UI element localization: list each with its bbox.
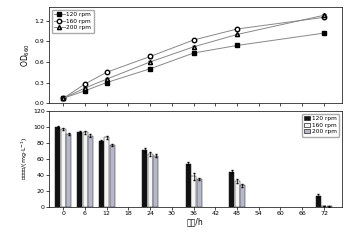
Bar	[191, 176, 196, 207]
Bar	[82, 132, 88, 207]
Bar	[142, 150, 147, 207]
Y-axis label: 氨氮浓度/(mg·L$^{-1}$): 氨氮浓度/(mg·L$^{-1}$)	[20, 137, 30, 180]
Bar	[61, 129, 66, 207]
X-axis label: 时间/h: 时间/h	[187, 217, 204, 226]
Bar	[186, 164, 191, 207]
Legend: 120 rpm, 160 rpm, 200 rpm: 120 rpm, 160 rpm, 200 rpm	[302, 114, 339, 137]
Bar	[55, 127, 60, 207]
Bar	[240, 185, 245, 207]
Bar	[229, 172, 234, 207]
Bar	[88, 136, 93, 207]
Bar	[77, 132, 82, 207]
Bar	[148, 154, 153, 207]
Bar	[196, 179, 202, 207]
Bar	[66, 134, 71, 207]
Bar	[104, 137, 109, 207]
Bar	[327, 206, 332, 207]
Legend: 120 rpm, 160 rpm, 200 rpm: 120 rpm, 160 rpm, 200 rpm	[52, 10, 94, 33]
Bar	[153, 156, 158, 207]
Bar	[321, 206, 326, 207]
Bar	[110, 145, 115, 207]
Bar	[316, 196, 321, 207]
Y-axis label: OD$_{660}$: OD$_{660}$	[20, 43, 32, 67]
Bar	[235, 181, 240, 207]
Bar	[99, 141, 104, 207]
